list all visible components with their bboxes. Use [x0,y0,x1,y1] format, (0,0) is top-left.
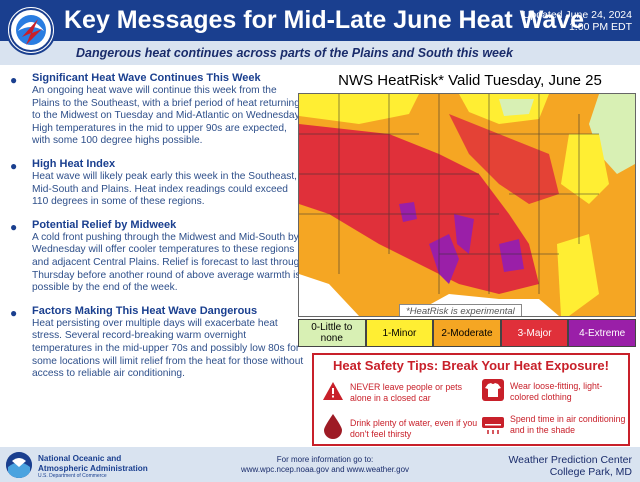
message-item: ● Factors Making This Heat Wave Dangerou… [6,305,306,381]
info-label: For more information go to: [276,455,374,464]
page-subtitle: Dangerous heat continues across parts of… [76,46,513,60]
message-heading: High Heat Index [32,157,116,170]
heat-safety-box: Heat Safety Tips: Break Your Heat Exposu… [312,353,630,446]
message-item: ● Significant Heat Wave Continues This W… [6,72,306,148]
subtitle-bar: Dangerous heat continues across parts of… [0,41,640,65]
updated-date: Updated June 24, 2024 [522,9,632,21]
heatrisk-map: *HeatRisk is experimental [298,93,636,317]
wpc-name: Weather Prediction Center [508,454,632,466]
message-heading: Factors Making This Heat Wave Dangerous [32,304,258,317]
noaa-line1: National Oceanic and [38,454,122,463]
air-conditioner-icon [482,417,504,440]
nws-logo [6,5,56,55]
footer-bar: National Oceanic and Atmospheric Adminis… [0,447,640,482]
safety-title: Heat Safety Tips: Break Your Heat Exposu… [333,358,609,373]
noaa-dept: U.S. Department of Commerce [38,473,107,479]
noaa-line2: Atmospheric Administration [38,463,148,473]
legend-item-moderate: 2-Moderate [433,319,501,347]
bullet-icon: ● [10,73,18,87]
map-note: *HeatRisk is experimental [399,304,522,316]
tip-ac: Spend time in air conditioning and in th… [510,414,626,435]
heatrisk-map-image [299,94,635,316]
message-body: An ongoing heat wave will continue this … [32,85,302,147]
updated-time: 1:00 PM EDT [568,21,632,33]
bullet-icon: ● [10,158,18,173]
legend-item-little: 0-Little to none [298,319,366,347]
legend-item-extreme: 4-Extreme [568,319,636,347]
tip-car: NEVER leave people or pets alone in a cl… [350,382,462,403]
shirt-icon [482,379,504,406]
wpc-location: College Park, MD [549,466,632,478]
message-body: Heat wave will likely peak early this we… [32,170,298,208]
message-body: A cold front pushing through the Midwest… [32,231,305,294]
warning-icon [322,381,344,406]
tip-clothing: Wear loose-fitting, light-colored clothi… [510,381,603,402]
page-title: Key Messages for Mid-Late June Heat Wave [64,6,585,34]
key-messages: ● Significant Heat Wave Continues This W… [6,72,306,391]
message-body: Heat persisting over multiple days will … [32,317,304,380]
bullet-icon: ● [10,305,18,320]
legend-item-major: 3-Major [500,319,569,347]
wpc-credit: Weather Prediction Center College Park, … [508,454,632,478]
updated-timestamp: Updated June 24, 2024 1:00 PM EDT [523,9,632,33]
header-bar: Key Messages for Mid-Late June Heat Wave… [0,0,640,41]
message-item: ● High Heat Index Heat wave will likely … [6,158,306,209]
heatrisk-legend: 0-Little to none 1-Minor 2-Moderate 3-Ma… [298,319,636,347]
noaa-name: National Oceanic and Atmospheric Adminis… [38,454,148,473]
message-item: ● Potential Relief by Midweek A cold fro… [6,219,306,295]
noaa-logo [6,452,32,478]
message-heading: Significant Heat Wave Continues This Wee… [32,72,261,84]
bullet-icon: ● [10,219,18,234]
water-drop-icon [322,413,344,444]
tip-water: Drink plenty of water, even if you don't… [350,418,478,439]
info-links[interactable]: www.wpc.ncep.noaa.gov and www.weather.go… [240,465,410,474]
map-title: NWS HeatRisk* Valid Tuesday, June 25 [338,72,602,89]
message-heading: Potential Relief by Midweek [32,218,177,231]
legend-item-minor: 1-Minor [365,319,434,347]
more-info: For more information go to: www.wpc.ncep… [240,455,410,475]
